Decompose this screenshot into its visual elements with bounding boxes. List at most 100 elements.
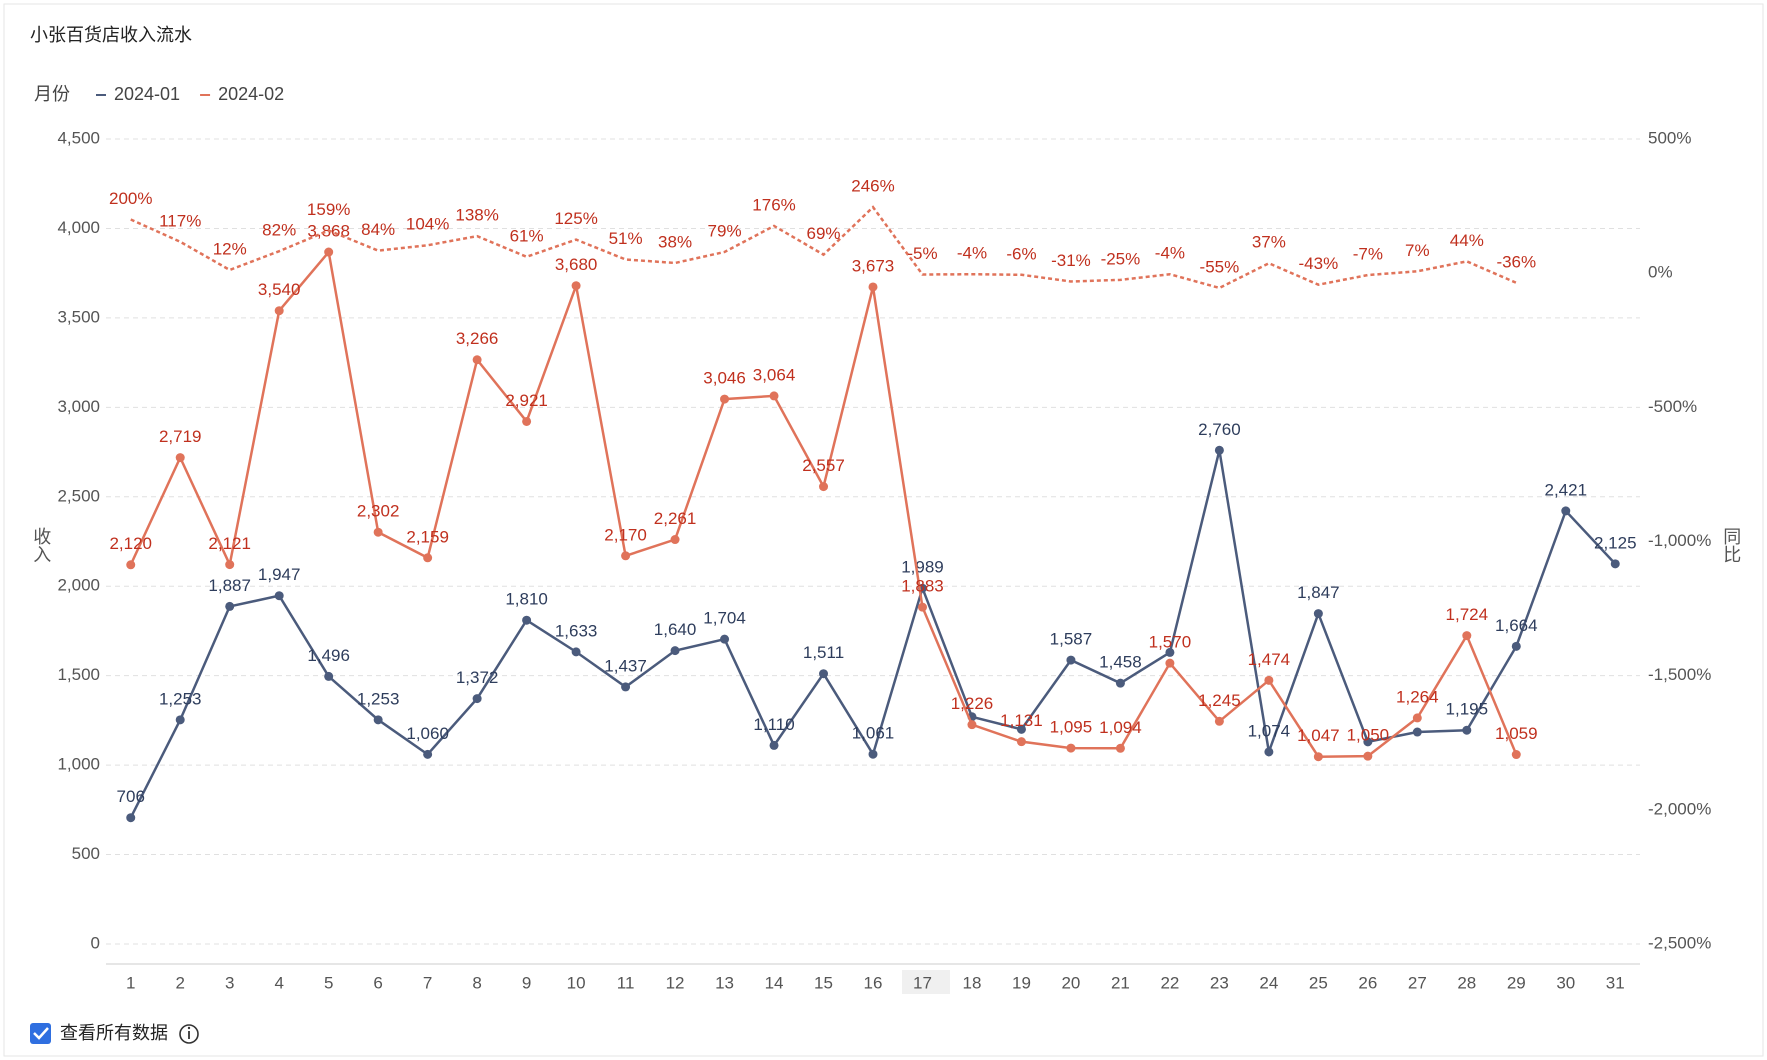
- x-tick-label: 30: [1556, 973, 1575, 992]
- point: [175, 715, 185, 725]
- data-label: 79%: [708, 221, 742, 240]
- data-label: 2,121: [208, 534, 251, 553]
- data-label: 1,245: [1198, 691, 1241, 710]
- info-icon-dot: [187, 1026, 191, 1030]
- checkbox[interactable]: [30, 1023, 51, 1044]
- data-label: -43%: [1299, 254, 1339, 273]
- point: [175, 453, 185, 463]
- point: [126, 813, 136, 823]
- x-tick-label: 9: [522, 973, 531, 992]
- data-label: 2,125: [1594, 533, 1637, 552]
- data-label: 1,810: [505, 590, 548, 609]
- y-axis-label: 收入: [31, 527, 51, 563]
- point: [373, 715, 383, 725]
- y2-tick-label: -500%: [1648, 397, 1697, 416]
- point: [720, 634, 730, 644]
- data-label: 1,664: [1495, 616, 1538, 635]
- point: [571, 281, 581, 291]
- y-tick-label: 4,000: [57, 218, 100, 237]
- point: [522, 615, 532, 625]
- data-label: 1,110: [753, 715, 794, 734]
- point: [1115, 743, 1125, 753]
- data-label: 1,587: [1050, 630, 1093, 649]
- point: [225, 560, 235, 570]
- x-tick-label: 23: [1210, 973, 1229, 992]
- data-label: 38%: [658, 232, 692, 251]
- data-label: 3,046: [703, 369, 746, 388]
- data-label: 1,474: [1248, 650, 1291, 669]
- data-label: 1,724: [1446, 605, 1489, 624]
- y2-axis-label: 同比: [1721, 527, 1741, 563]
- point: [819, 669, 829, 679]
- data-label: 176%: [752, 195, 795, 214]
- point: [472, 355, 482, 365]
- point: [126, 560, 136, 570]
- data-label: 706: [117, 787, 145, 806]
- info-icon[interactable]: [179, 1024, 199, 1044]
- data-label: 2,302: [357, 502, 400, 521]
- data-label: 1,437: [604, 656, 647, 675]
- data-label: 3,540: [258, 280, 301, 299]
- data-label: 2,170: [604, 525, 647, 544]
- data-label: 1,094: [1099, 718, 1142, 737]
- point: [423, 553, 433, 563]
- x-tick-label: 8: [472, 973, 481, 992]
- point: [1214, 716, 1224, 726]
- y2-tick-label: 0%: [1648, 263, 1673, 282]
- point: [274, 306, 284, 316]
- point: [1214, 445, 1224, 455]
- point: [1363, 737, 1373, 747]
- data-label: 37%: [1252, 233, 1286, 252]
- data-label: 3,673: [852, 256, 895, 275]
- point: [1412, 727, 1422, 737]
- x-tick-label: 7: [423, 973, 432, 992]
- data-label: 1,060: [406, 724, 449, 743]
- point: [769, 740, 779, 750]
- legend-title: 月份: [34, 84, 70, 104]
- x-tick-label: 29: [1507, 973, 1526, 992]
- y-tick-label: 3,500: [57, 307, 100, 326]
- data-label: 44%: [1450, 231, 1484, 250]
- data-label: 1,253: [357, 689, 400, 708]
- hover-highlight: [902, 970, 950, 994]
- x-tick-label: 6: [373, 973, 382, 992]
- y2-tick-label: -2,000%: [1648, 799, 1711, 818]
- data-label: 1,640: [654, 620, 697, 639]
- data-label: 2,159: [406, 527, 449, 546]
- point: [225, 601, 235, 611]
- point: [1363, 751, 1373, 761]
- data-label: 61%: [510, 226, 544, 245]
- point: [1462, 631, 1472, 641]
- data-label: 117%: [159, 211, 201, 230]
- y-tick-label: 3,000: [57, 397, 100, 416]
- data-label: 51%: [609, 229, 643, 248]
- point: [1313, 609, 1323, 619]
- data-label: 1,458: [1099, 653, 1142, 672]
- data-label: 3,680: [555, 255, 598, 274]
- data-label: 3,266: [456, 329, 499, 348]
- data-label: 2,557: [802, 456, 845, 475]
- x-tick-label: 16: [864, 973, 883, 992]
- data-label: 1,264: [1396, 687, 1439, 706]
- data-label: -55%: [1200, 257, 1240, 276]
- data-label: 104%: [406, 215, 449, 234]
- point: [1066, 655, 1076, 665]
- point: [868, 749, 878, 759]
- point: [621, 682, 631, 692]
- point: [423, 749, 433, 759]
- y-tick-label: 4,500: [57, 128, 100, 147]
- x-tick-label: 1: [126, 973, 135, 992]
- point: [1264, 675, 1274, 685]
- point: [1313, 752, 1323, 762]
- x-tick-label: 13: [715, 973, 734, 992]
- point: [1610, 559, 1620, 569]
- point: [324, 671, 334, 681]
- data-label: 69%: [807, 224, 841, 243]
- x-tick-label: 5: [324, 973, 333, 992]
- data-label: 200%: [109, 189, 152, 208]
- data-label: -6%: [1006, 244, 1036, 263]
- data-label: 12%: [213, 239, 247, 258]
- checkbox-label[interactable]: 查看所有数据: [60, 1023, 168, 1043]
- data-label: 3,064: [753, 365, 796, 384]
- data-label: 1,570: [1149, 633, 1192, 652]
